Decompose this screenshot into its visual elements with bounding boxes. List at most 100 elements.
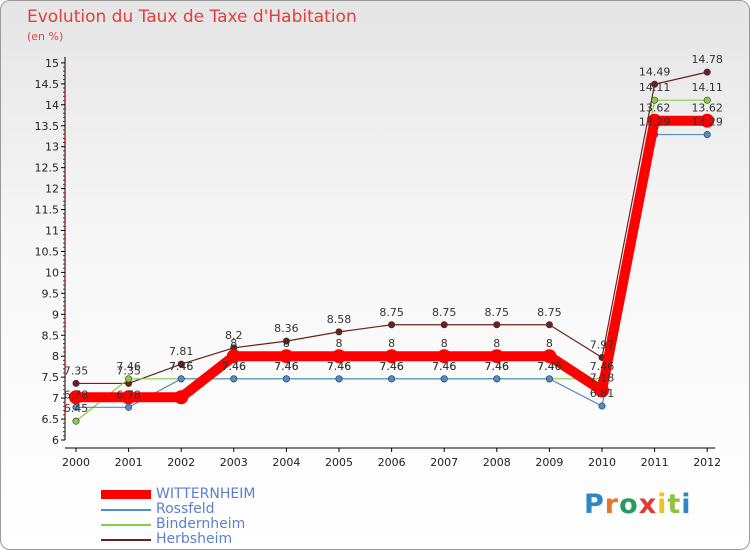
data-point-witternheim (489, 349, 504, 364)
y-tick-label: 15 (45, 57, 59, 70)
data-point-rossfeld (177, 375, 185, 383)
data-point-bindernheim (703, 96, 711, 104)
data-label: 7.97 (590, 338, 615, 351)
data-label: 13.29 (691, 116, 723, 129)
data-point-witternheim (226, 349, 241, 364)
legend-label: WITTERNHEIM (156, 486, 256, 502)
data-point-witternheim (595, 383, 609, 398)
data-point-herbsheim (440, 321, 448, 329)
data-label: 6.45 (64, 402, 89, 415)
y-tick-label: 12 (45, 183, 59, 196)
data-point-herbsheim (493, 321, 501, 329)
data-label: 8 (441, 337, 448, 350)
data-point-rossfeld (335, 375, 343, 383)
data-label: 7.46 (590, 360, 615, 373)
data-point-rossfeld (545, 375, 553, 383)
data-label: 7.46 (485, 360, 510, 373)
data-label: 7.35 (116, 364, 141, 377)
data-point-bindernheim (651, 96, 659, 104)
data-label: 8.58 (327, 313, 352, 326)
y-tick-label: 6.5 (42, 413, 60, 426)
data-point-witternheim (121, 390, 136, 405)
data-label: 8.75 (537, 306, 562, 319)
data-label: 8 (283, 337, 290, 350)
data-point-herbsheim (177, 360, 185, 368)
y-tick-label: 14.5 (35, 78, 60, 91)
legend: WITTERNHEIM Rossfeld Bindernheim Herbsheim (101, 486, 361, 548)
logo-letter: i (657, 489, 668, 520)
data-label: 7.46 (116, 360, 141, 373)
x-tick-label: 2007 (430, 456, 458, 469)
x-tick-label: 2003 (220, 456, 248, 469)
legend-swatch (101, 539, 151, 541)
legend-swatch (101, 509, 151, 511)
x-tick-label: 2002 (167, 456, 195, 469)
y-tick-label: 8.5 (42, 329, 60, 342)
y-tick-label: 6 (52, 434, 59, 447)
data-label: 7.46 (432, 360, 457, 373)
data-point-witternheim (700, 113, 715, 128)
x-tick-label: 2000 (62, 456, 90, 469)
logo-letter: t (667, 489, 682, 520)
logo-letter: r (604, 489, 620, 520)
legend-item-herbsheim: Herbsheim (101, 531, 361, 548)
data-label: 8 (230, 337, 237, 350)
axes: 6 6.5 7 7.5 8 8.5 9 9.5 10 10.5 11 11.5 12 12.5 13 13.5… (35, 56, 721, 469)
data-label: 8 (388, 337, 395, 350)
data-point-witternheim (542, 349, 557, 364)
data-point-bindernheim (72, 417, 80, 425)
data-point-witternheim (69, 390, 83, 405)
y-tick-label: 14 (45, 99, 59, 112)
data-label: 7.46 (327, 360, 352, 373)
legend-swatch (101, 490, 151, 499)
data-label: 7.46 (274, 360, 299, 373)
data-label: 8 (493, 337, 500, 350)
data-label: 8.75 (485, 306, 510, 319)
data-label: 7.46 (327, 360, 352, 373)
data-point-rossfeld (388, 375, 396, 383)
series-layer (69, 68, 715, 425)
y-tick-label: 10.5 (35, 245, 60, 258)
data-point-rossfeld (282, 375, 290, 383)
data-point-witternheim (384, 349, 399, 364)
data-label: 7.35 (64, 364, 89, 377)
data-label: 13.29 (639, 116, 671, 129)
chart-subtitle: (en %) (27, 30, 64, 43)
data-point-witternheim (174, 390, 189, 405)
data-point-rossfeld (598, 402, 606, 410)
x-tick-label: 2010 (588, 456, 616, 469)
data-label: 7.46 (222, 360, 247, 373)
logo-letter: i (681, 489, 692, 520)
data-label: 7.46 (537, 360, 562, 373)
data-label: 8 (546, 337, 553, 350)
y-tick-label: 8 (52, 350, 59, 363)
x-tick-label: 2011 (641, 456, 669, 469)
y-tick-label: 11 (45, 225, 59, 238)
data-point-rossfeld (125, 403, 133, 411)
data-labels: 7.35 7.35 7.81 8.2 8.36 8.58 8.75 8.75 8.75 8.75 7… (64, 53, 723, 415)
data-point-herbsheim (335, 328, 343, 336)
data-point-witternheim (437, 349, 452, 364)
data-label: 7.18 (590, 372, 615, 385)
data-label: 14.78 (691, 53, 723, 66)
data-label: 14.49 (639, 65, 671, 78)
y-tick-label: 13 (45, 141, 59, 154)
data-point-rossfeld (440, 375, 448, 383)
data-point-witternheim (332, 349, 346, 364)
y-tick-label: 7.5 (42, 371, 60, 384)
x-tick-label: 2009 (535, 456, 563, 469)
y-tick-label: 9 (52, 308, 59, 321)
legend-label: Bindernheim (156, 516, 246, 532)
x-tick-label: 2004 (272, 456, 300, 469)
data-point-bindernheim (125, 375, 133, 383)
data-label: 14.11 (639, 81, 671, 94)
data-label: 7.46 (379, 360, 404, 373)
data-label: 7.46 (169, 360, 194, 373)
data-label: 7.46 (274, 360, 299, 373)
data-point-herbsheim (72, 379, 80, 387)
data-label: 6.78 (116, 388, 141, 401)
data-label: 7.81 (169, 345, 194, 358)
data-label: 6.81 (590, 387, 615, 400)
data-label: 8.75 (379, 306, 404, 319)
